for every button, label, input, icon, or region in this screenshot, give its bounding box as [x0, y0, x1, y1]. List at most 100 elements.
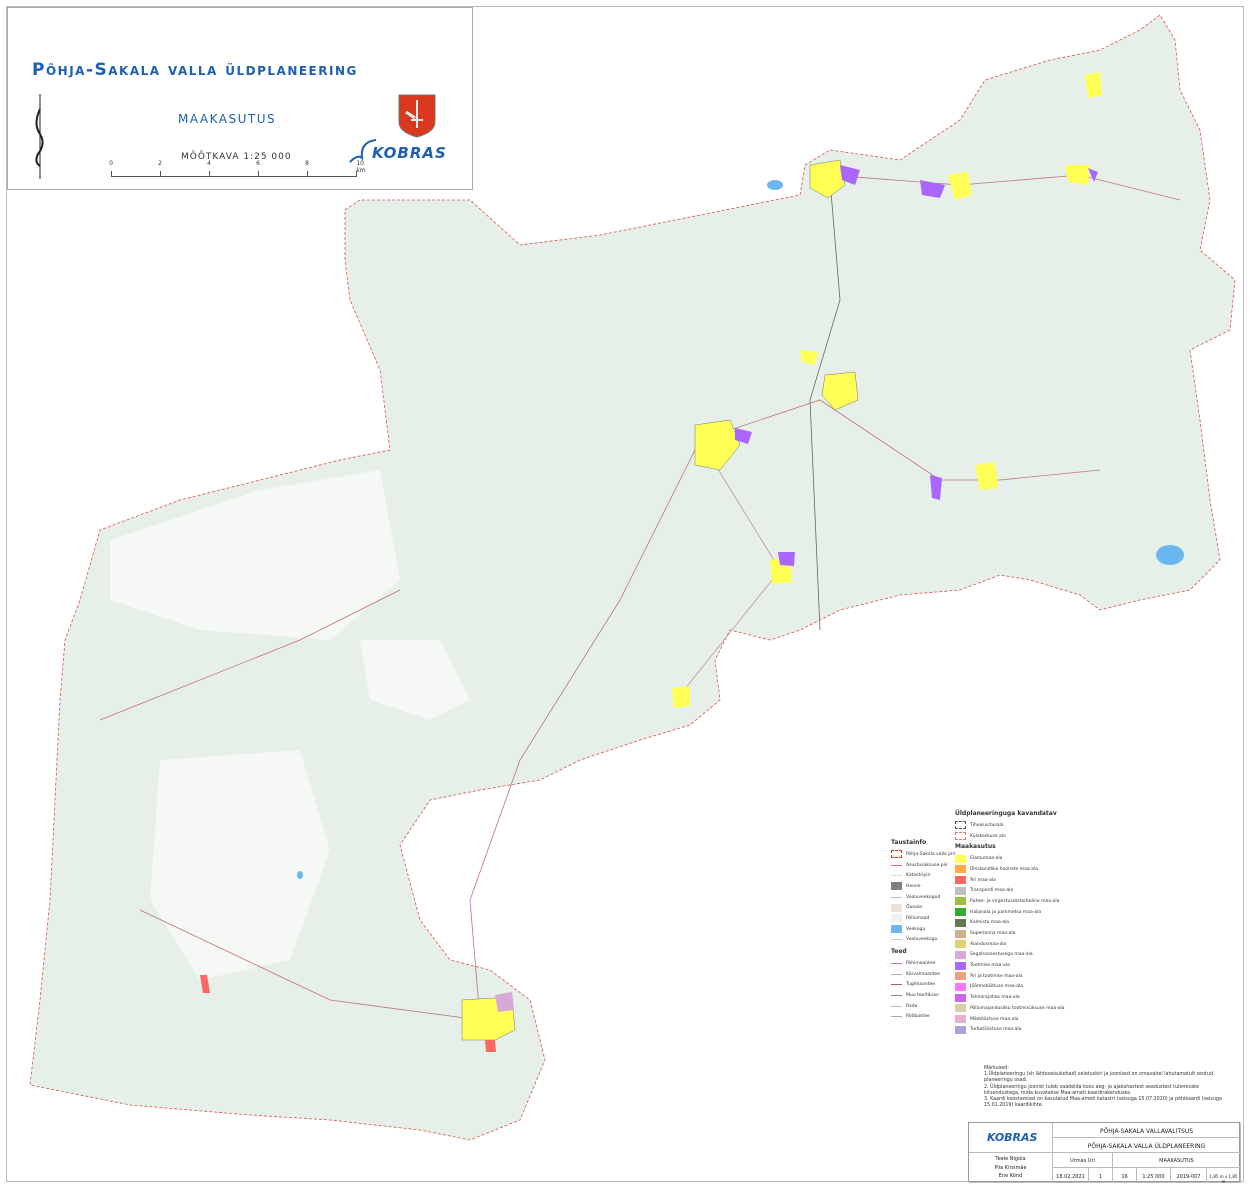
- legend-label: Õueala: [906, 905, 922, 911]
- project-cell: PÕHJA-SAKALA VALLA ÜLDPLANEERING: [1053, 1138, 1241, 1153]
- legend-label: Vooluveekogud: [906, 894, 941, 900]
- legend-swatch: [891, 850, 902, 859]
- legend-item: Tootmise maa-ala: [955, 960, 1065, 971]
- legend-item: Aiandusmaa-ala: [955, 939, 1065, 950]
- legend-swatch: [955, 993, 966, 1002]
- legend-label: Aiandusmaa-ala: [970, 941, 1007, 947]
- legend-heading: Üldplaneeringuga kavandatav: [955, 810, 1057, 817]
- legend-label: Asustusüksuse piir: [906, 862, 948, 868]
- legend-swatch: [955, 865, 966, 874]
- north-arrow-icon: [35, 94, 44, 179]
- legend-label: Jäätmekäitluse maa-ala: [970, 984, 1023, 990]
- water-bodies: [297, 180, 1184, 879]
- legend-label: Veekogu: [906, 926, 926, 932]
- legend-item: Haljasala ja parkmetsa maa-ala: [955, 907, 1065, 918]
- scale-tick-label: 4: [207, 160, 211, 167]
- legend-item: Elamumaa-ala: [955, 853, 1065, 864]
- legend-item: Supelranna maa-ala: [955, 928, 1065, 939]
- sheet-size-cell: 1,85 m x 1,85 m: [1207, 1168, 1241, 1184]
- legend-label: Äri ja tootmise maa-ala: [970, 973, 1023, 979]
- legend-item: Veekogu: [891, 924, 971, 935]
- map-title: Põhja-Sakala valla üldplaneering: [32, 60, 358, 80]
- legend-item: Puhke- ja virgestusotstarbeline maa-ala: [955, 896, 1065, 907]
- legend-label: Tiheasustusala: [970, 822, 1004, 828]
- scale-tick-label: 10 km: [356, 160, 366, 174]
- legend-swatch: [891, 1005, 902, 1007]
- legend-item: Õueala: [891, 902, 971, 913]
- legend-swatch: [891, 963, 902, 965]
- legend-item: Tiheasustusala: [955, 820, 1065, 831]
- legend-label: Kõrvalmaantee: [906, 971, 941, 977]
- legend-label: Turbatööstuse maa-ala: [970, 1027, 1022, 1033]
- legend-label: Haljasala ja parkmetsa maa-ala: [970, 909, 1042, 915]
- legend-item: Mäetööstuse maa-ala: [955, 1014, 1065, 1025]
- legend-swatch: [955, 940, 966, 949]
- scale-cell: 1:25 000: [1137, 1168, 1171, 1183]
- title-block-logo: KOBRAS: [969, 1123, 1053, 1153]
- legend-swatch: [891, 1016, 902, 1018]
- scale-tick-label: 8: [305, 160, 309, 167]
- legend-item: Turbatööstuse maa-ala: [955, 1024, 1065, 1035]
- legend-label: Äri maa-ala: [970, 877, 996, 883]
- legend-label: Kalmistu maa-ala: [970, 920, 1010, 926]
- legend-swatch: [955, 972, 966, 981]
- legend-label: Vooluveekogu: [906, 937, 938, 943]
- legend-heading: Teed: [891, 948, 907, 956]
- note-line: 2. Üldplaneeringu joonist tuleb vaadelda…: [984, 1084, 1199, 1096]
- legend-swatch: [891, 875, 902, 877]
- legend-item: Külakeskuse ala: [955, 831, 1065, 842]
- legend-swatch: [891, 864, 902, 866]
- legend-item: Äri maa-ala: [955, 875, 1065, 886]
- date-cell: 18.02.2021: [1053, 1168, 1089, 1183]
- legend-label: Supelranna maa-ala: [970, 931, 1016, 937]
- legend-label: Rööbastee: [906, 1014, 930, 1020]
- legend-item: Põhimaantee: [891, 958, 971, 969]
- legend-swatch: [955, 961, 966, 970]
- legend-item: Kõrvalmaantee: [891, 969, 971, 980]
- notes-title: Märkused:: [984, 1066, 1009, 1071]
- legend-item: Vooluveekogud: [891, 892, 971, 903]
- legend-swatch: [891, 903, 902, 912]
- legend-item: Katastripiir: [891, 870, 971, 881]
- sheet-cell: 16: [1113, 1168, 1137, 1183]
- settlements: [200, 72, 1102, 1052]
- legend-item: Vooluveekogu: [891, 935, 971, 946]
- municipality-area: [29, 14, 1236, 1141]
- legend-item: Põllumajandusliku tootmisüksuse maa-ala: [955, 1003, 1065, 1014]
- note-line: 3. Kaardi koostamisel on kasutatud Maa-a…: [984, 1097, 1222, 1109]
- legend-swatch: [891, 984, 902, 986]
- legend-label: Tehnorajatise maa-ala: [970, 995, 1020, 1001]
- kobras-logo: KOBRAS: [348, 136, 468, 166]
- legend-item: Rada: [891, 1001, 971, 1012]
- sheet-frame: [6, 6, 1244, 1182]
- coat-of-arms-icon: [398, 94, 436, 138]
- legend-swatch: [955, 929, 966, 938]
- legend-label: Segahoonestusega maa-ala: [970, 952, 1033, 958]
- legend-label: Külakeskuse ala: [970, 833, 1006, 839]
- legend-swatch: [955, 832, 966, 841]
- legend-item: Kalmistu maa-ala: [955, 918, 1065, 929]
- legend-label: Tugimaantee: [906, 982, 936, 988]
- legend-swatch: [955, 918, 966, 927]
- legend-label: Transpordi maa-ala: [970, 888, 1014, 894]
- scale-tick-label: 2: [158, 160, 162, 167]
- legend-label: Põllumajandusliku tootmisüksuse maa-ala: [970, 1005, 1065, 1011]
- legend-swatch: [891, 914, 902, 923]
- scale-bar: 0 2 4 6 8 10 km: [109, 160, 366, 177]
- legend-label: Puhke- ja virgestusotstarbeline maa-ala: [970, 898, 1060, 904]
- legend-item: Hoone: [891, 881, 971, 892]
- scale-tick-label: 0: [109, 160, 113, 167]
- legend-swatch: [955, 1004, 966, 1013]
- legend-swatch: [955, 982, 966, 991]
- legend-swatch: [891, 882, 902, 891]
- drawing-cell: MAAKASUTUS: [1113, 1153, 1241, 1168]
- legend-item: Tehnorajatise maa-ala: [955, 992, 1065, 1003]
- map-subtitle: MAAKASUTUS: [178, 112, 277, 126]
- legend-item: Muu tee/tänav: [891, 990, 971, 1001]
- legend-item: Tugimaantee: [891, 980, 971, 991]
- legend-swatch: [891, 995, 902, 997]
- manager-cell: Urmas Uri: [1053, 1153, 1113, 1168]
- legend-label: Rada: [906, 1003, 918, 1009]
- legend-item: Äri ja tootmise maa-ala: [955, 971, 1065, 982]
